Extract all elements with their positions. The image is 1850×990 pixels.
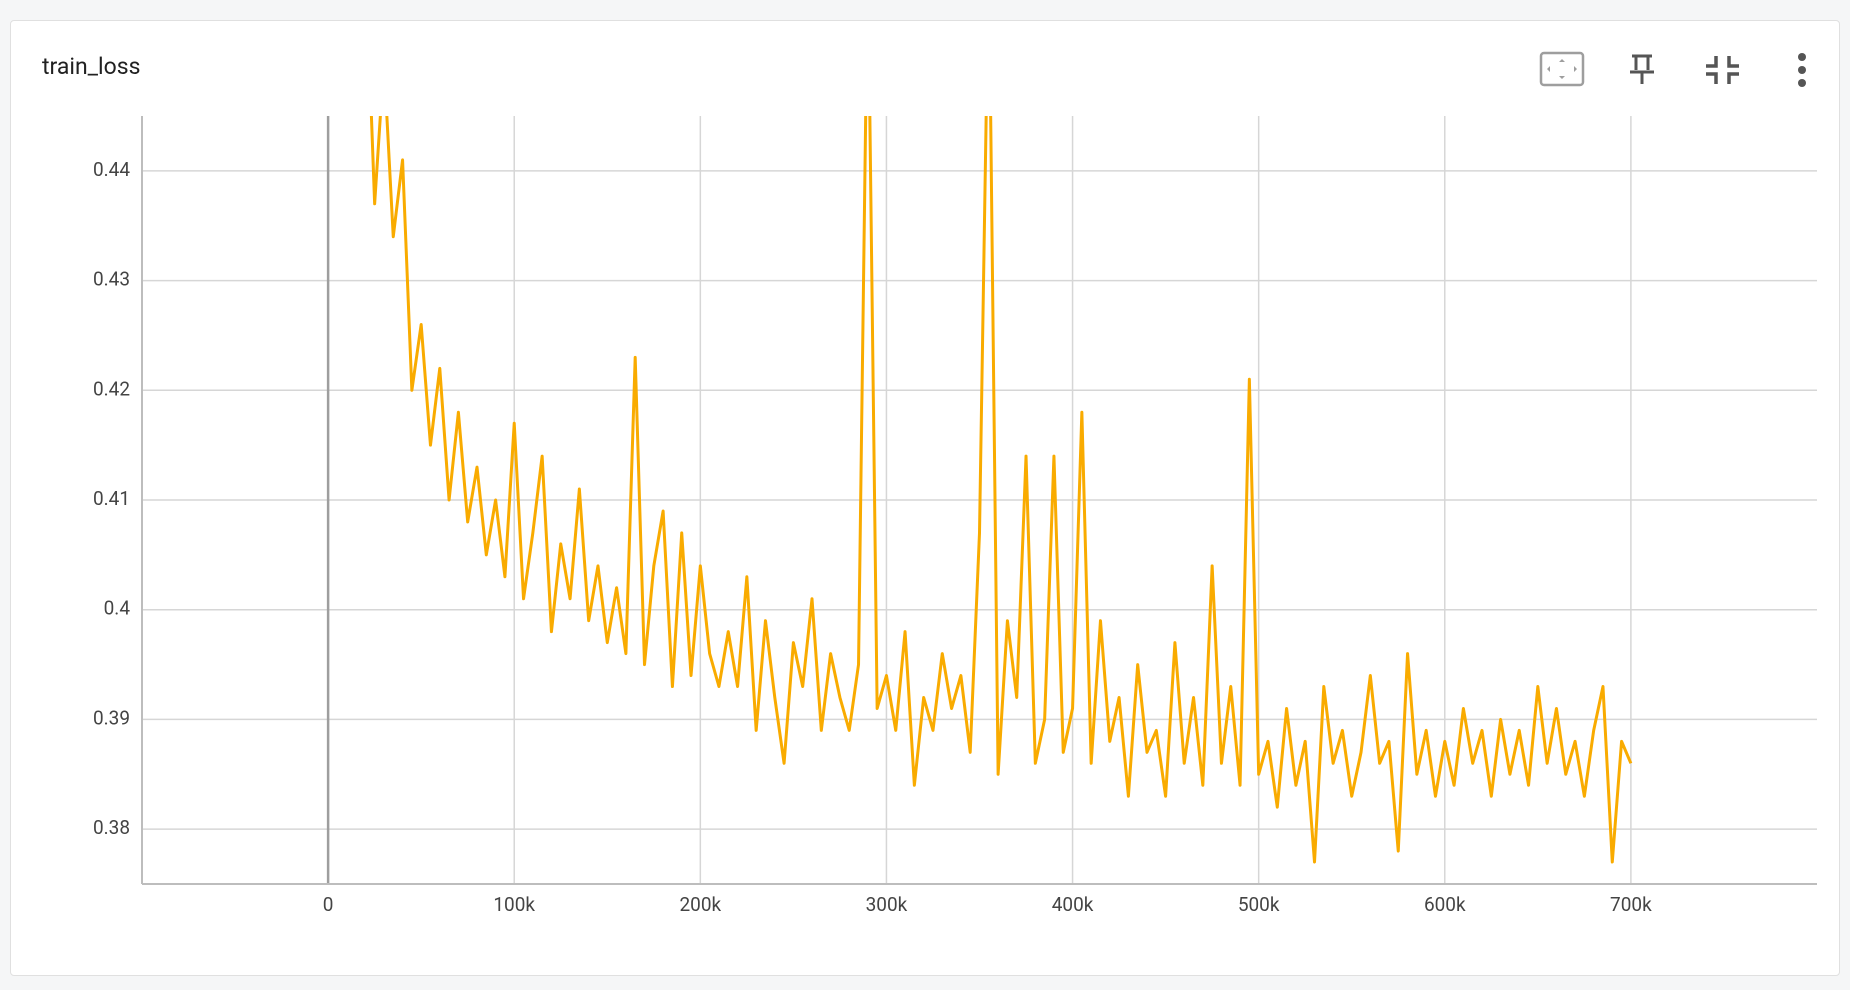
x-tick-label: 300k <box>866 893 908 916</box>
x-tick-label: 0 <box>323 893 334 916</box>
pin-button[interactable] <box>1630 54 1654 84</box>
y-tick-label: 0.38 <box>93 816 130 839</box>
fit-domain-button[interactable] <box>1539 51 1585 87</box>
y-tick-label: 0.43 <box>93 268 130 291</box>
collapse-button[interactable] <box>1706 56 1739 84</box>
x-tick-label: 200k <box>679 893 721 916</box>
y-tick-label: 0.42 <box>93 377 130 400</box>
chart-title: train_loss <box>42 53 141 80</box>
chart-card <box>10 20 1840 976</box>
plot-area <box>369 116 1633 864</box>
y-tick-label: 0.4 <box>104 597 131 620</box>
line-series <box>369 116 1633 864</box>
x-tick-label: 500k <box>1238 893 1280 916</box>
x-tick-label: 400k <box>1052 893 1094 916</box>
x-tick-label: 100k <box>493 893 535 916</box>
x-tick-label: 600k <box>1424 893 1466 916</box>
x-tick-label: 700k <box>1610 893 1652 916</box>
y-tick-label: 0.41 <box>93 487 130 510</box>
y-tick-label: 0.39 <box>93 706 130 729</box>
y-tick-label: 0.44 <box>93 158 130 181</box>
more-menu-button[interactable] <box>1798 53 1806 87</box>
